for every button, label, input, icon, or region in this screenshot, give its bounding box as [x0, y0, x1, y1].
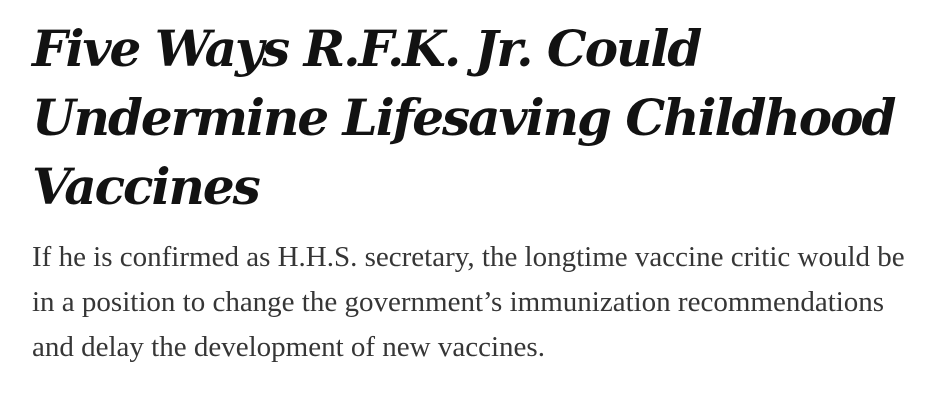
article-header: Five Ways R.F.K. Jr. Could Undermine Lif… [32, 14, 917, 370]
article-headline[interactable]: Five Ways R.F.K. Jr. Could Undermine Lif… [32, 19, 896, 216]
article-summary: If he is confirmed as H.H.S. secretary, … [32, 241, 905, 363]
